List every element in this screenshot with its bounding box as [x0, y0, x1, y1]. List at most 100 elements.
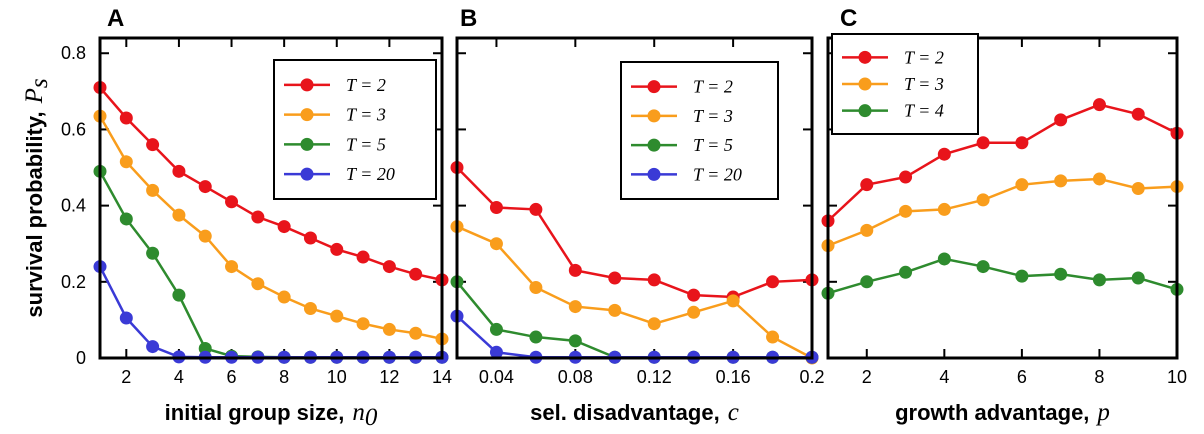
panel-b: B0.04 0.08 0.12 0.16 0.2T = 2T = 3T = 5T = 2…	[450, 5, 825, 426]
series-line	[827, 257, 1178, 295]
series-orange	[450, 220, 819, 365]
x-tick-label: 0.04	[479, 367, 514, 387]
series-red	[821, 98, 1184, 228]
data-point	[1054, 174, 1068, 188]
data-point	[356, 317, 370, 331]
data-point	[568, 263, 582, 277]
data-point	[976, 136, 990, 150]
legend-label: T = 5	[346, 134, 386, 154]
data-point	[1015, 178, 1029, 192]
data-point	[726, 294, 740, 308]
data-point	[766, 330, 780, 344]
data-point	[1131, 181, 1145, 195]
legend-marker	[647, 167, 661, 181]
data-point	[382, 260, 396, 274]
data-point	[172, 288, 186, 302]
y-tick-label: 0.8	[61, 43, 86, 63]
data-point	[146, 246, 160, 260]
data-point	[409, 326, 423, 340]
legend: T = 2 T = 3 T = 5 T = 20	[273, 59, 437, 200]
y-axis-label: survival probability,Ps	[21, 78, 53, 317]
legend-marker	[300, 137, 314, 151]
data-point	[608, 271, 622, 285]
x-axis-label: sel. disadvantage, c	[530, 399, 739, 426]
data-point	[766, 275, 780, 289]
data-point	[382, 322, 396, 336]
data-point	[489, 237, 503, 251]
series-line	[827, 103, 1178, 222]
data-point	[568, 300, 582, 314]
data-point	[647, 317, 661, 331]
data-point	[330, 309, 344, 323]
data-point	[568, 334, 582, 348]
data-point	[146, 138, 160, 152]
legend-marker	[300, 167, 314, 181]
data-point	[647, 273, 661, 287]
legend-marker	[858, 77, 872, 91]
series-orange	[821, 172, 1184, 253]
data-point	[899, 204, 913, 218]
data-point	[899, 170, 913, 184]
data-point	[937, 252, 951, 266]
data-point	[860, 178, 874, 192]
data-point	[899, 265, 913, 279]
x-tick-label: 0.12	[637, 367, 672, 387]
data-point	[1092, 273, 1106, 287]
x-tick-label: 8	[279, 367, 289, 387]
legend-label: T = 20	[693, 164, 742, 184]
panel-letter: C	[840, 5, 857, 32]
data-point	[225, 195, 239, 209]
series-line	[827, 177, 1178, 247]
panel-c: C 2 4 6 8 10 T = 2 T = 3 T = 4 growth advantage, p	[821, 5, 1187, 426]
data-point	[1054, 113, 1068, 127]
data-point	[687, 288, 701, 302]
data-point	[198, 229, 212, 243]
legend-label: T = 5	[693, 135, 733, 155]
series-orange	[93, 109, 449, 346]
legend: T = 2 T = 3 T = 4	[831, 33, 979, 135]
legend-label: T = 2	[904, 47, 944, 67]
data-point	[1092, 172, 1106, 186]
series-line	[456, 315, 812, 359]
data-point	[119, 111, 133, 125]
x-tick-label: 4	[939, 367, 949, 387]
data-point	[976, 193, 990, 207]
y-tick-label: 0.4	[61, 196, 86, 216]
data-point	[251, 210, 265, 224]
data-point	[198, 180, 212, 194]
data-point	[1054, 267, 1068, 281]
data-point	[225, 260, 239, 274]
data-point	[608, 303, 622, 317]
data-point	[1015, 136, 1029, 150]
x-tick-label: 0.2	[799, 367, 824, 387]
x-tick-label: 2	[862, 367, 872, 387]
legend-marker	[647, 138, 661, 152]
x-tick-label: 0.08	[558, 367, 593, 387]
data-point	[860, 275, 874, 289]
data-point	[937, 147, 951, 161]
legend-box	[620, 61, 779, 200]
series-line	[456, 225, 813, 360]
x-tick-label: 8	[1094, 367, 1104, 387]
y-tick-label: 0.2	[61, 272, 86, 292]
legend-label: T = 3	[346, 105, 386, 125]
legend-label: T = 2	[346, 75, 386, 95]
x-tick-label: 4	[174, 367, 184, 387]
data-point	[1015, 269, 1029, 283]
data-point	[303, 231, 317, 245]
plot-frame	[455, 36, 814, 360]
x-tick-label: 6	[227, 367, 237, 387]
data-point	[937, 202, 951, 216]
legend-label: T = 3	[693, 106, 733, 126]
data-point	[303, 301, 317, 315]
legend-label: T = 4	[904, 101, 944, 121]
series-line	[456, 281, 812, 359]
x-axis-label: initial group size, n0	[165, 399, 378, 431]
data-point	[251, 277, 265, 291]
data-point	[1092, 98, 1106, 112]
data-point	[146, 183, 160, 197]
x-tick-label: 10	[1167, 367, 1187, 387]
data-point	[489, 345, 503, 359]
data-point	[529, 202, 543, 216]
